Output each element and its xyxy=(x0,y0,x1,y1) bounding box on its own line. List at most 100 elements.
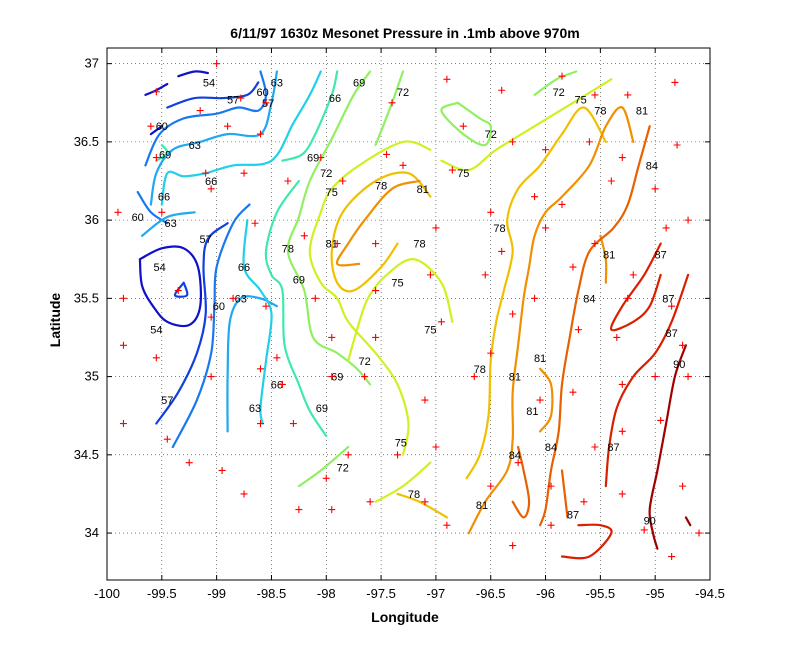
station-marker xyxy=(509,138,517,146)
station-marker xyxy=(673,141,681,149)
contour-line-63 xyxy=(149,70,278,206)
contour-line-87 xyxy=(604,273,690,488)
x-tick-label: -97.5 xyxy=(366,586,396,601)
y-tick-label: 36.5 xyxy=(74,134,99,149)
contour-line-69 xyxy=(264,179,328,438)
contour-label-69: 69 xyxy=(331,372,343,384)
station-marker xyxy=(569,263,577,271)
contour-label-63: 63 xyxy=(249,403,261,415)
station-marker xyxy=(514,459,522,467)
contour-line-81 xyxy=(599,234,608,284)
station-marker xyxy=(163,435,171,443)
station-marker xyxy=(421,498,429,506)
station-marker xyxy=(437,318,445,326)
contour-label-84: 84 xyxy=(583,293,595,305)
contour-line-63 xyxy=(141,211,196,237)
station-marker xyxy=(366,498,374,506)
contour-label-75: 75 xyxy=(457,168,469,180)
station-marker xyxy=(237,94,245,102)
station-marker xyxy=(624,294,632,302)
contour-label-78: 78 xyxy=(282,243,294,255)
y-axis-label: Latitude xyxy=(47,293,63,348)
station-marker xyxy=(684,373,692,381)
station-marker xyxy=(487,482,495,490)
station-marker xyxy=(317,154,325,162)
plot-frame xyxy=(106,47,711,581)
station-marker xyxy=(629,271,637,279)
y-tick-label: 35.5 xyxy=(74,290,99,305)
contour-lines xyxy=(136,70,692,560)
station-marker xyxy=(185,459,193,467)
contour-line-84 xyxy=(539,125,651,527)
station-marker xyxy=(147,122,155,130)
station-marker xyxy=(624,91,632,99)
station-marker xyxy=(580,498,588,506)
x-tick-label: -96 xyxy=(536,586,555,601)
contour-label-63: 63 xyxy=(235,293,247,305)
station-marker xyxy=(383,150,391,158)
station-marker xyxy=(640,526,648,534)
contour-line-84 xyxy=(560,469,569,519)
station-marker xyxy=(651,373,659,381)
station-marker xyxy=(218,466,226,474)
station-marker xyxy=(207,373,215,381)
contour-line-60 xyxy=(171,203,251,449)
contour-line-75 xyxy=(374,461,432,503)
station-marker xyxy=(531,193,539,201)
contour-label-66: 66 xyxy=(158,192,170,204)
x-tick-label: -97 xyxy=(427,586,446,601)
contour-line-81 xyxy=(335,179,421,267)
contour-line-57 xyxy=(166,81,260,109)
station-marker xyxy=(657,416,665,424)
station-marker xyxy=(671,78,679,86)
y-tick-label: 34 xyxy=(85,525,99,540)
station-marker xyxy=(618,380,626,388)
station-marker xyxy=(569,388,577,396)
axis-ticks: -100 -99.5 -99 -98.5 -98 -97.5 -97 -96.5 -96 -95.… xyxy=(74,48,725,601)
station-marker xyxy=(229,294,237,302)
x-tick-label: -100 xyxy=(94,586,120,601)
contour-label-78: 78 xyxy=(594,106,606,118)
station-marker xyxy=(679,482,687,490)
contour-label-57: 57 xyxy=(200,234,212,246)
contour-label-66: 66 xyxy=(271,379,283,391)
contour-label-75: 75 xyxy=(391,278,403,290)
station-marker xyxy=(251,219,259,227)
contour-label-69: 69 xyxy=(353,77,365,89)
contour-line-87 xyxy=(609,242,662,332)
station-marker xyxy=(240,490,248,498)
contour-label-81: 81 xyxy=(636,106,648,118)
station-marker xyxy=(158,208,166,216)
contour-label-78: 78 xyxy=(375,181,387,193)
station-marker xyxy=(607,177,615,185)
contour-label-72: 72 xyxy=(397,87,409,99)
station-marker xyxy=(361,373,369,381)
station-marker xyxy=(119,294,127,302)
station-marker xyxy=(224,122,232,130)
station-marker xyxy=(426,271,434,279)
station-marker xyxy=(196,107,204,115)
x-tick-label: -99 xyxy=(207,586,226,601)
station-marker xyxy=(372,287,380,295)
x-tick-label: -95.5 xyxy=(586,586,616,601)
station-marker xyxy=(591,91,599,99)
contour-label-54: 54 xyxy=(154,262,166,274)
station-marker xyxy=(536,396,544,404)
contour-line-78 xyxy=(396,492,448,519)
contour-line-90 xyxy=(684,516,692,527)
station-marker xyxy=(344,451,352,459)
station-marker xyxy=(591,240,599,248)
contour-label-69: 69 xyxy=(293,275,305,287)
station-marker xyxy=(470,373,478,381)
contour-line-69 xyxy=(155,143,169,162)
station-marker xyxy=(574,326,582,334)
contour-line-66 xyxy=(242,219,273,425)
contour-label-72: 72 xyxy=(553,87,565,99)
station-marker xyxy=(174,287,182,295)
station-marker xyxy=(487,208,495,216)
station-marker xyxy=(119,341,127,349)
contour-label-66: 66 xyxy=(205,176,217,188)
contour-label-87: 87 xyxy=(662,293,674,305)
station-marker xyxy=(651,185,659,193)
